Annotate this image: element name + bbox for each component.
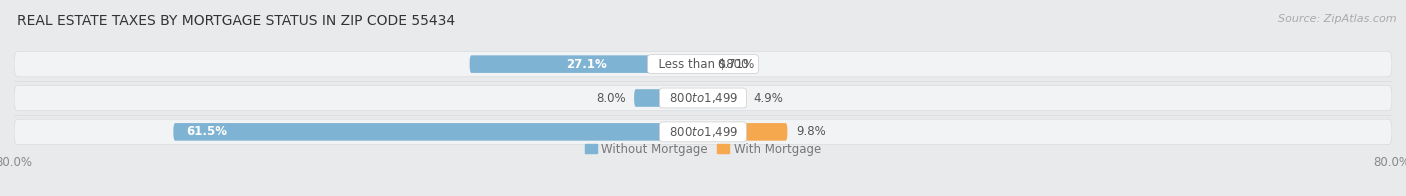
Text: $800 to $1,499: $800 to $1,499 (662, 125, 744, 139)
FancyBboxPatch shape (703, 55, 709, 73)
Text: $800 to $1,499: $800 to $1,499 (662, 91, 744, 105)
FancyBboxPatch shape (470, 55, 703, 73)
Text: 27.1%: 27.1% (567, 58, 606, 71)
FancyBboxPatch shape (14, 51, 1392, 77)
FancyBboxPatch shape (634, 89, 703, 107)
Text: 61.5%: 61.5% (186, 125, 228, 138)
Text: 9.8%: 9.8% (796, 125, 825, 138)
Legend: Without Mortgage, With Mortgage: Without Mortgage, With Mortgage (585, 143, 821, 156)
FancyBboxPatch shape (703, 89, 745, 107)
Text: 4.9%: 4.9% (754, 92, 783, 104)
FancyBboxPatch shape (703, 123, 787, 141)
FancyBboxPatch shape (14, 119, 1392, 145)
FancyBboxPatch shape (173, 123, 703, 141)
Text: 8.0%: 8.0% (596, 92, 626, 104)
Text: REAL ESTATE TAXES BY MORTGAGE STATUS IN ZIP CODE 55434: REAL ESTATE TAXES BY MORTGAGE STATUS IN … (17, 14, 456, 28)
Text: Less than $800: Less than $800 (651, 58, 755, 71)
Text: 0.71%: 0.71% (717, 58, 755, 71)
FancyBboxPatch shape (14, 85, 1392, 111)
Text: Source: ZipAtlas.com: Source: ZipAtlas.com (1278, 14, 1396, 24)
